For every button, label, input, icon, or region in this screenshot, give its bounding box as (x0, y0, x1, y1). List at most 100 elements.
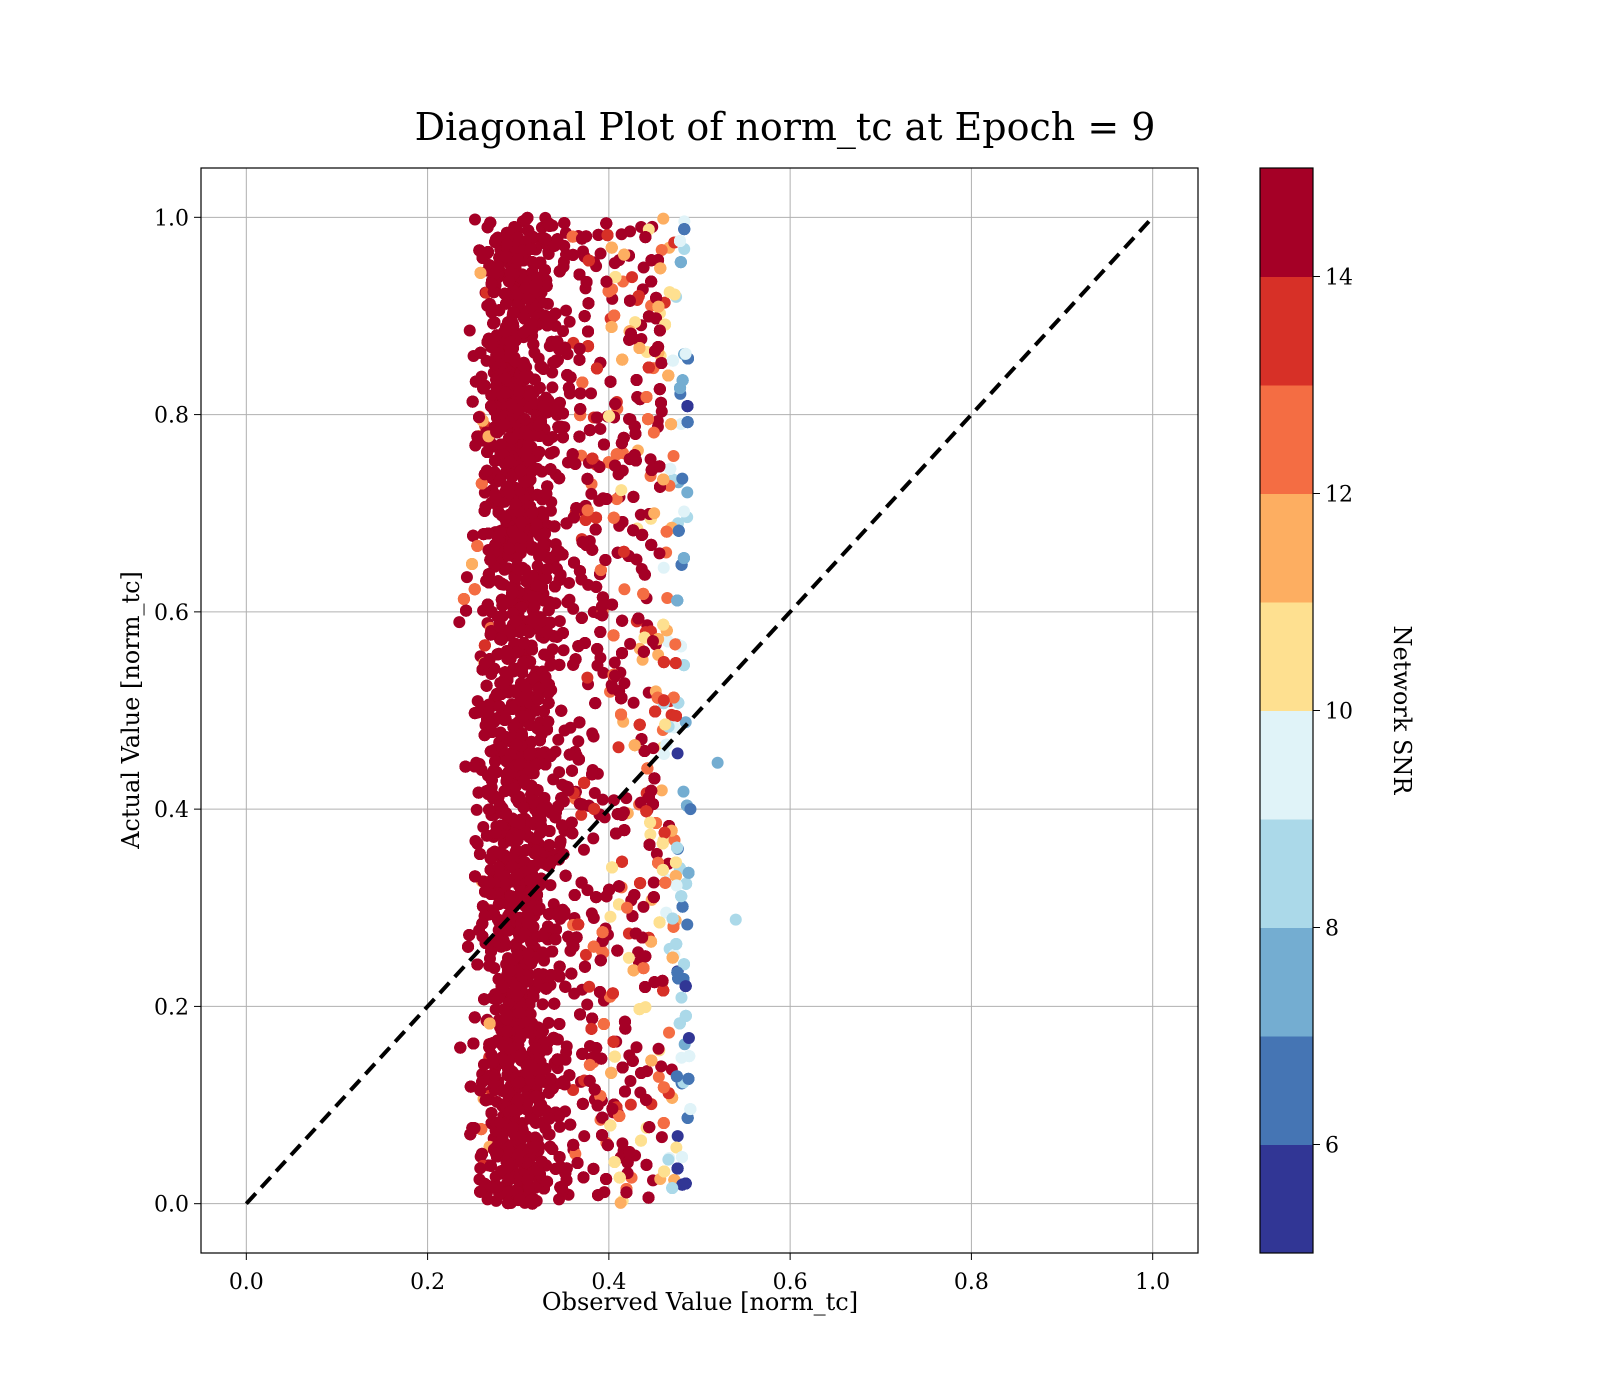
scatter-point (557, 644, 570, 657)
scatter-point (564, 721, 577, 734)
scatter-point (610, 493, 623, 506)
scatter-point (585, 487, 598, 500)
scatter-point (653, 547, 666, 560)
scatter-point (572, 735, 585, 748)
scatter-point (530, 844, 543, 857)
scatter-point (542, 1016, 555, 1029)
scatter-point (622, 951, 635, 964)
scatter-point (657, 561, 670, 574)
scatter-point (563, 315, 576, 328)
scatter-point (624, 225, 637, 238)
scatter-point (671, 747, 684, 760)
scatter-point (637, 261, 650, 274)
scatter-point (667, 450, 680, 463)
scatter-point (644, 828, 657, 841)
scatter-point (675, 991, 688, 1004)
scatter-point (453, 616, 466, 629)
scatter-point (460, 571, 473, 584)
scatter-point (652, 1070, 665, 1083)
scatter-point (581, 998, 594, 1011)
scatter-point (596, 793, 609, 806)
scatter-point (657, 212, 670, 225)
scatter-point (468, 213, 481, 226)
scatter-point (612, 741, 625, 754)
scatter-point (481, 1193, 494, 1206)
scatter-point (624, 1074, 637, 1087)
scatter-point (681, 918, 694, 931)
scatter-point (463, 324, 476, 337)
scatter-point (658, 748, 671, 761)
scatter-point (668, 288, 681, 301)
scatter-point (655, 244, 668, 257)
scatter-point (681, 486, 694, 499)
chart-title: Diagonal Plot of norm_tc at Epoch = 9 (415, 105, 1156, 150)
scatter-point (483, 959, 496, 972)
scatter-point (553, 615, 566, 628)
scatter-point (655, 405, 668, 418)
scatter-point (655, 1131, 668, 1144)
scatter-point (594, 247, 607, 260)
scatter-point (579, 948, 592, 961)
scatter-point (624, 637, 637, 650)
scatter-point (585, 387, 598, 400)
scatter-point (575, 808, 588, 821)
scatter-point (652, 1042, 665, 1055)
scatter-point (581, 671, 594, 684)
scatter-point (588, 786, 601, 799)
scatter-point (553, 766, 566, 779)
scatter-point (478, 486, 491, 499)
scatter-point (615, 484, 628, 497)
scatter-point (670, 1141, 683, 1154)
scatter-point (624, 1098, 637, 1111)
scatter-point (618, 583, 631, 596)
scatter-point (655, 784, 668, 797)
scatter-point (655, 1060, 668, 1073)
scatter-point (682, 1032, 695, 1045)
scatter-point (607, 794, 620, 807)
scatter-point (677, 785, 690, 798)
scatter-point (663, 1026, 676, 1039)
scatter-point (553, 1120, 566, 1133)
scatter-point (594, 422, 607, 435)
scatter-point (671, 1130, 684, 1143)
plot-area: 0.0 0.2 0.4 0.6 0.8 1.0 0.00.20.40.60.81.0 (154, 167, 1199, 1295)
scatter-point (544, 504, 557, 517)
scatter-point (585, 907, 598, 920)
scatter-point (647, 426, 660, 439)
scatter-point (544, 879, 557, 892)
scatter-point (644, 453, 657, 466)
scatter-point (489, 1003, 502, 1016)
scatter-point (546, 381, 559, 394)
scatter-point (578, 1130, 591, 1143)
scatter-point (679, 716, 692, 729)
scatter-point (630, 1041, 643, 1054)
scatter-point (563, 576, 576, 589)
scatter-point (604, 910, 617, 923)
scatter-point (583, 980, 596, 993)
scatter-point (634, 508, 647, 521)
scatter-point (662, 1153, 675, 1166)
scatter-point (627, 696, 640, 709)
scatter-point (560, 304, 573, 317)
scatter-point (577, 843, 590, 856)
scatter-point (678, 505, 691, 518)
scatter-point (474, 1162, 487, 1175)
scatter-point (647, 876, 660, 889)
scatter-point (587, 832, 600, 845)
scatter-points (453, 211, 742, 1210)
scatter-point (547, 898, 560, 911)
scatter-point (470, 803, 483, 816)
scatter-point (651, 414, 664, 427)
scatter-point (676, 472, 689, 485)
scatter-point (560, 1040, 573, 1053)
scatter-point (616, 1137, 629, 1150)
scatter-point (591, 659, 604, 672)
scatter-point (587, 730, 600, 743)
scatter-point (637, 900, 650, 913)
scatter-point (561, 596, 574, 609)
scatter-point (531, 559, 544, 572)
scatter-point (608, 656, 621, 669)
scatter-point (614, 1196, 627, 1209)
scatter-point (536, 998, 549, 1011)
